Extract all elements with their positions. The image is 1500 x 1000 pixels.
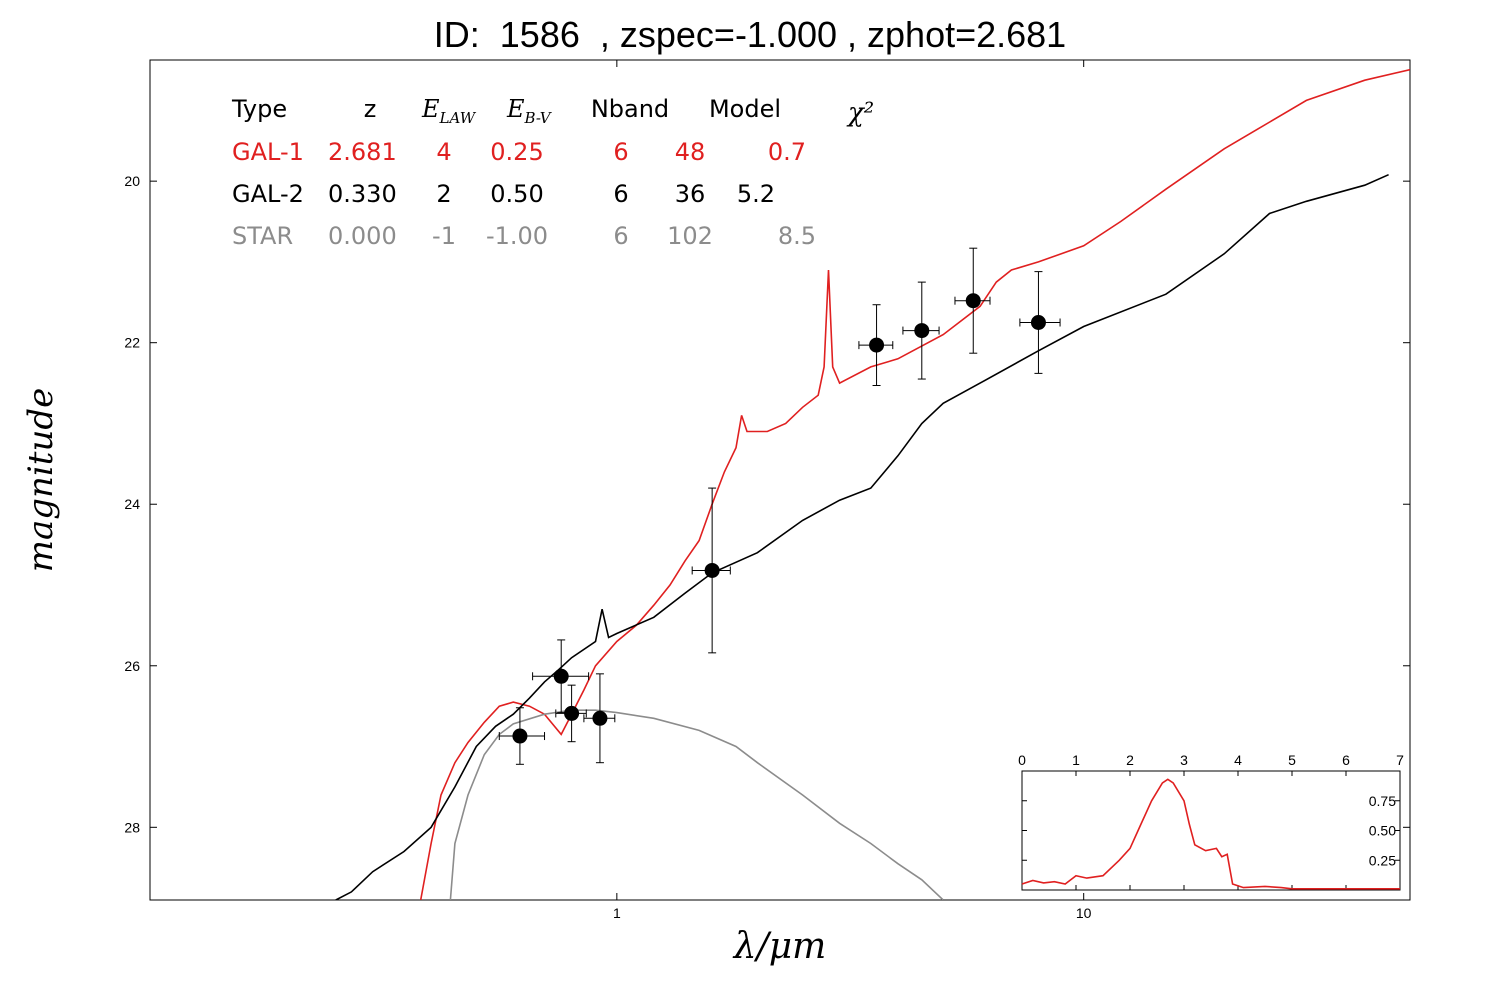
inset-x-tick-label: 0 bbox=[1018, 752, 1026, 768]
x-tick-label: 10 bbox=[1076, 905, 1092, 921]
inset-frame bbox=[1021, 770, 1401, 891]
table-cell: 5.2 bbox=[737, 180, 775, 208]
inset-x-tick-label: 1 bbox=[1072, 752, 1080, 768]
photometry-point bbox=[691, 487, 731, 654]
photometry-point bbox=[902, 281, 940, 380]
data-point bbox=[869, 337, 885, 353]
table-header: z bbox=[364, 95, 377, 123]
x-axis-label: λ/μm bbox=[732, 926, 826, 967]
x-tick-label: 1 bbox=[613, 905, 621, 921]
data-point bbox=[965, 293, 981, 309]
y-tick-label: 28 bbox=[124, 819, 140, 835]
y-tick-label: 24 bbox=[124, 496, 140, 512]
inset-x-tick-label: 6 bbox=[1342, 752, 1350, 768]
subscript: LAW bbox=[439, 109, 477, 127]
table-cell: STAR bbox=[232, 222, 293, 250]
inset-y-tick-label: 0.50 bbox=[1369, 823, 1396, 839]
table-cell: -1.00 bbox=[486, 222, 548, 250]
y-tick-label: 26 bbox=[124, 658, 140, 674]
table-cell: 6 bbox=[613, 180, 628, 208]
photometry-point bbox=[532, 639, 590, 714]
table-cell: 6 bbox=[613, 222, 628, 250]
inset-pdf-line bbox=[1021, 778, 1400, 890]
table-cell: 8.5 bbox=[778, 222, 816, 250]
table-header: Type bbox=[231, 95, 287, 123]
inset-y-tick-label: 0.25 bbox=[1369, 852, 1396, 868]
data-point bbox=[512, 728, 528, 744]
table-header-ebv: EB-V bbox=[506, 95, 553, 127]
table-cell: -1 bbox=[432, 222, 456, 250]
data-point bbox=[553, 668, 569, 684]
photometry-point bbox=[498, 707, 546, 765]
inset-x-tick-label: 4 bbox=[1234, 752, 1242, 768]
table-header: Model bbox=[709, 95, 781, 123]
series-line-gal-1 bbox=[419, 68, 1410, 900]
data-point bbox=[1030, 315, 1046, 330]
y-axis-label: magnitude bbox=[21, 388, 61, 573]
data-point bbox=[914, 323, 930, 339]
series-line-gal-2 bbox=[335, 173, 1389, 900]
data-point bbox=[592, 710, 608, 726]
photometry-point bbox=[858, 304, 894, 386]
photometry-point bbox=[583, 673, 616, 764]
table-cell: 6 bbox=[613, 138, 628, 166]
series-line-star bbox=[449, 709, 944, 900]
table-cell: GAL-2 bbox=[232, 180, 304, 208]
results-table: Type z Nband Model ELAW EB-V χ² GAL-1 2.681 4 0.25… bbox=[231, 95, 874, 250]
table-cell: 0.000 bbox=[328, 222, 397, 250]
inset-plot-area: 0 1 2 3 4 5 6 7 0.25 0.50 0.75 bbox=[1018, 752, 1404, 891]
table-cell: 48 bbox=[675, 138, 706, 166]
table-header-chi2: χ² bbox=[846, 98, 874, 128]
data-point bbox=[564, 705, 580, 721]
table-cell: 2.681 bbox=[328, 138, 397, 166]
table-cell: 0.25 bbox=[490, 138, 543, 166]
y-tick-label: 20 bbox=[124, 173, 140, 189]
table-cell: 0.330 bbox=[328, 180, 397, 208]
table-cell: 36 bbox=[675, 180, 706, 208]
curves-group bbox=[335, 68, 1410, 900]
table-cell: 4 bbox=[436, 138, 451, 166]
table-cell: 0.7 bbox=[768, 138, 806, 166]
table-cell: 2 bbox=[436, 180, 451, 208]
inset-x-tick-label: 7 bbox=[1396, 752, 1404, 768]
plot-frame bbox=[149, 59, 1411, 901]
inset-x-tick-label: 3 bbox=[1180, 752, 1188, 768]
table-cell: 0.50 bbox=[490, 180, 543, 208]
inset-x-tick-label: 2 bbox=[1126, 752, 1134, 768]
inset-x-tick-label: 5 bbox=[1288, 752, 1296, 768]
photometry-point bbox=[1019, 271, 1061, 374]
table-header-elaw: ELAW bbox=[421, 95, 477, 127]
y-tick-label: 22 bbox=[124, 335, 140, 351]
table-header: Nband bbox=[591, 95, 669, 123]
photometry-point bbox=[954, 247, 991, 354]
inset-y-tick-label: 0.75 bbox=[1369, 793, 1396, 809]
table-cell: GAL-1 bbox=[232, 138, 304, 166]
table-cell: 102 bbox=[667, 222, 713, 250]
chart-title: ID: 1586 , zspec=-1.000 , zphot=2.681 bbox=[433, 14, 1067, 55]
photometry-point bbox=[555, 684, 587, 743]
subscript: B-V bbox=[524, 109, 553, 127]
data-point bbox=[704, 562, 720, 578]
